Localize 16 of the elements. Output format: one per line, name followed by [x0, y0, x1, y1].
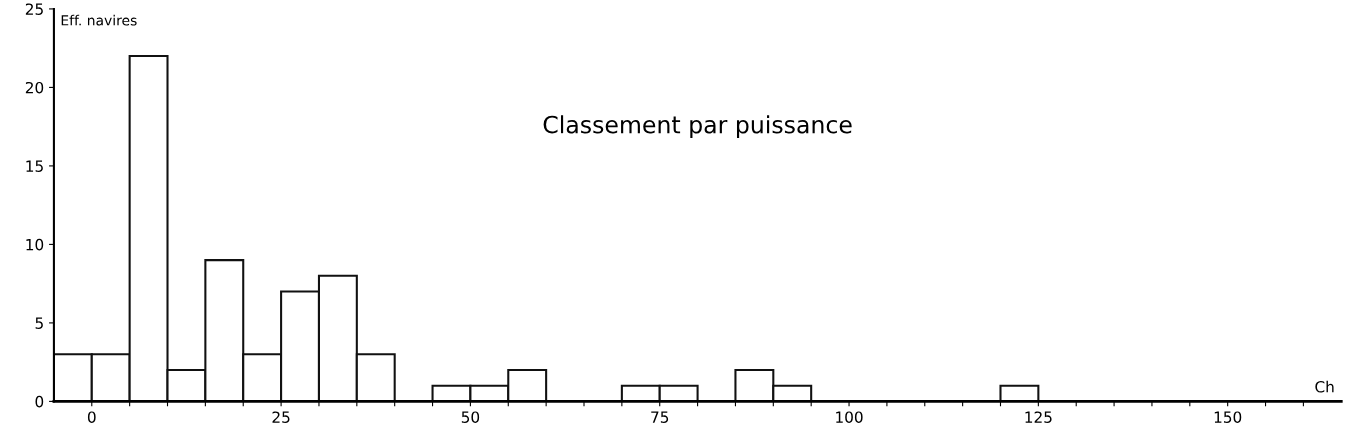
y-tick-label: 25: [25, 3, 43, 15]
y-tick-label: 5: [35, 317, 43, 329]
x-tick-label: 150: [1214, 411, 1242, 423]
y-tick-label: 0: [35, 395, 44, 408]
text: Classement par puissance: [543, 115, 852, 139]
x-tick-label: 50: [461, 411, 480, 423]
y-tick-label: 20: [25, 81, 44, 94]
x-axis-title: Ch: [1315, 380, 1334, 393]
x-tick-label: 125: [1025, 411, 1052, 423]
y-tick-label: 15: [26, 160, 43, 172]
x-tick-label: 100: [836, 411, 863, 423]
y-axis-title: Eff. navires: [61, 14, 137, 26]
x-tick-label: 25: [272, 411, 290, 423]
y-tick-label: 10: [26, 238, 44, 251]
x-tick-label: 75: [651, 411, 669, 423]
x-tick-label: 0: [87, 411, 96, 423]
